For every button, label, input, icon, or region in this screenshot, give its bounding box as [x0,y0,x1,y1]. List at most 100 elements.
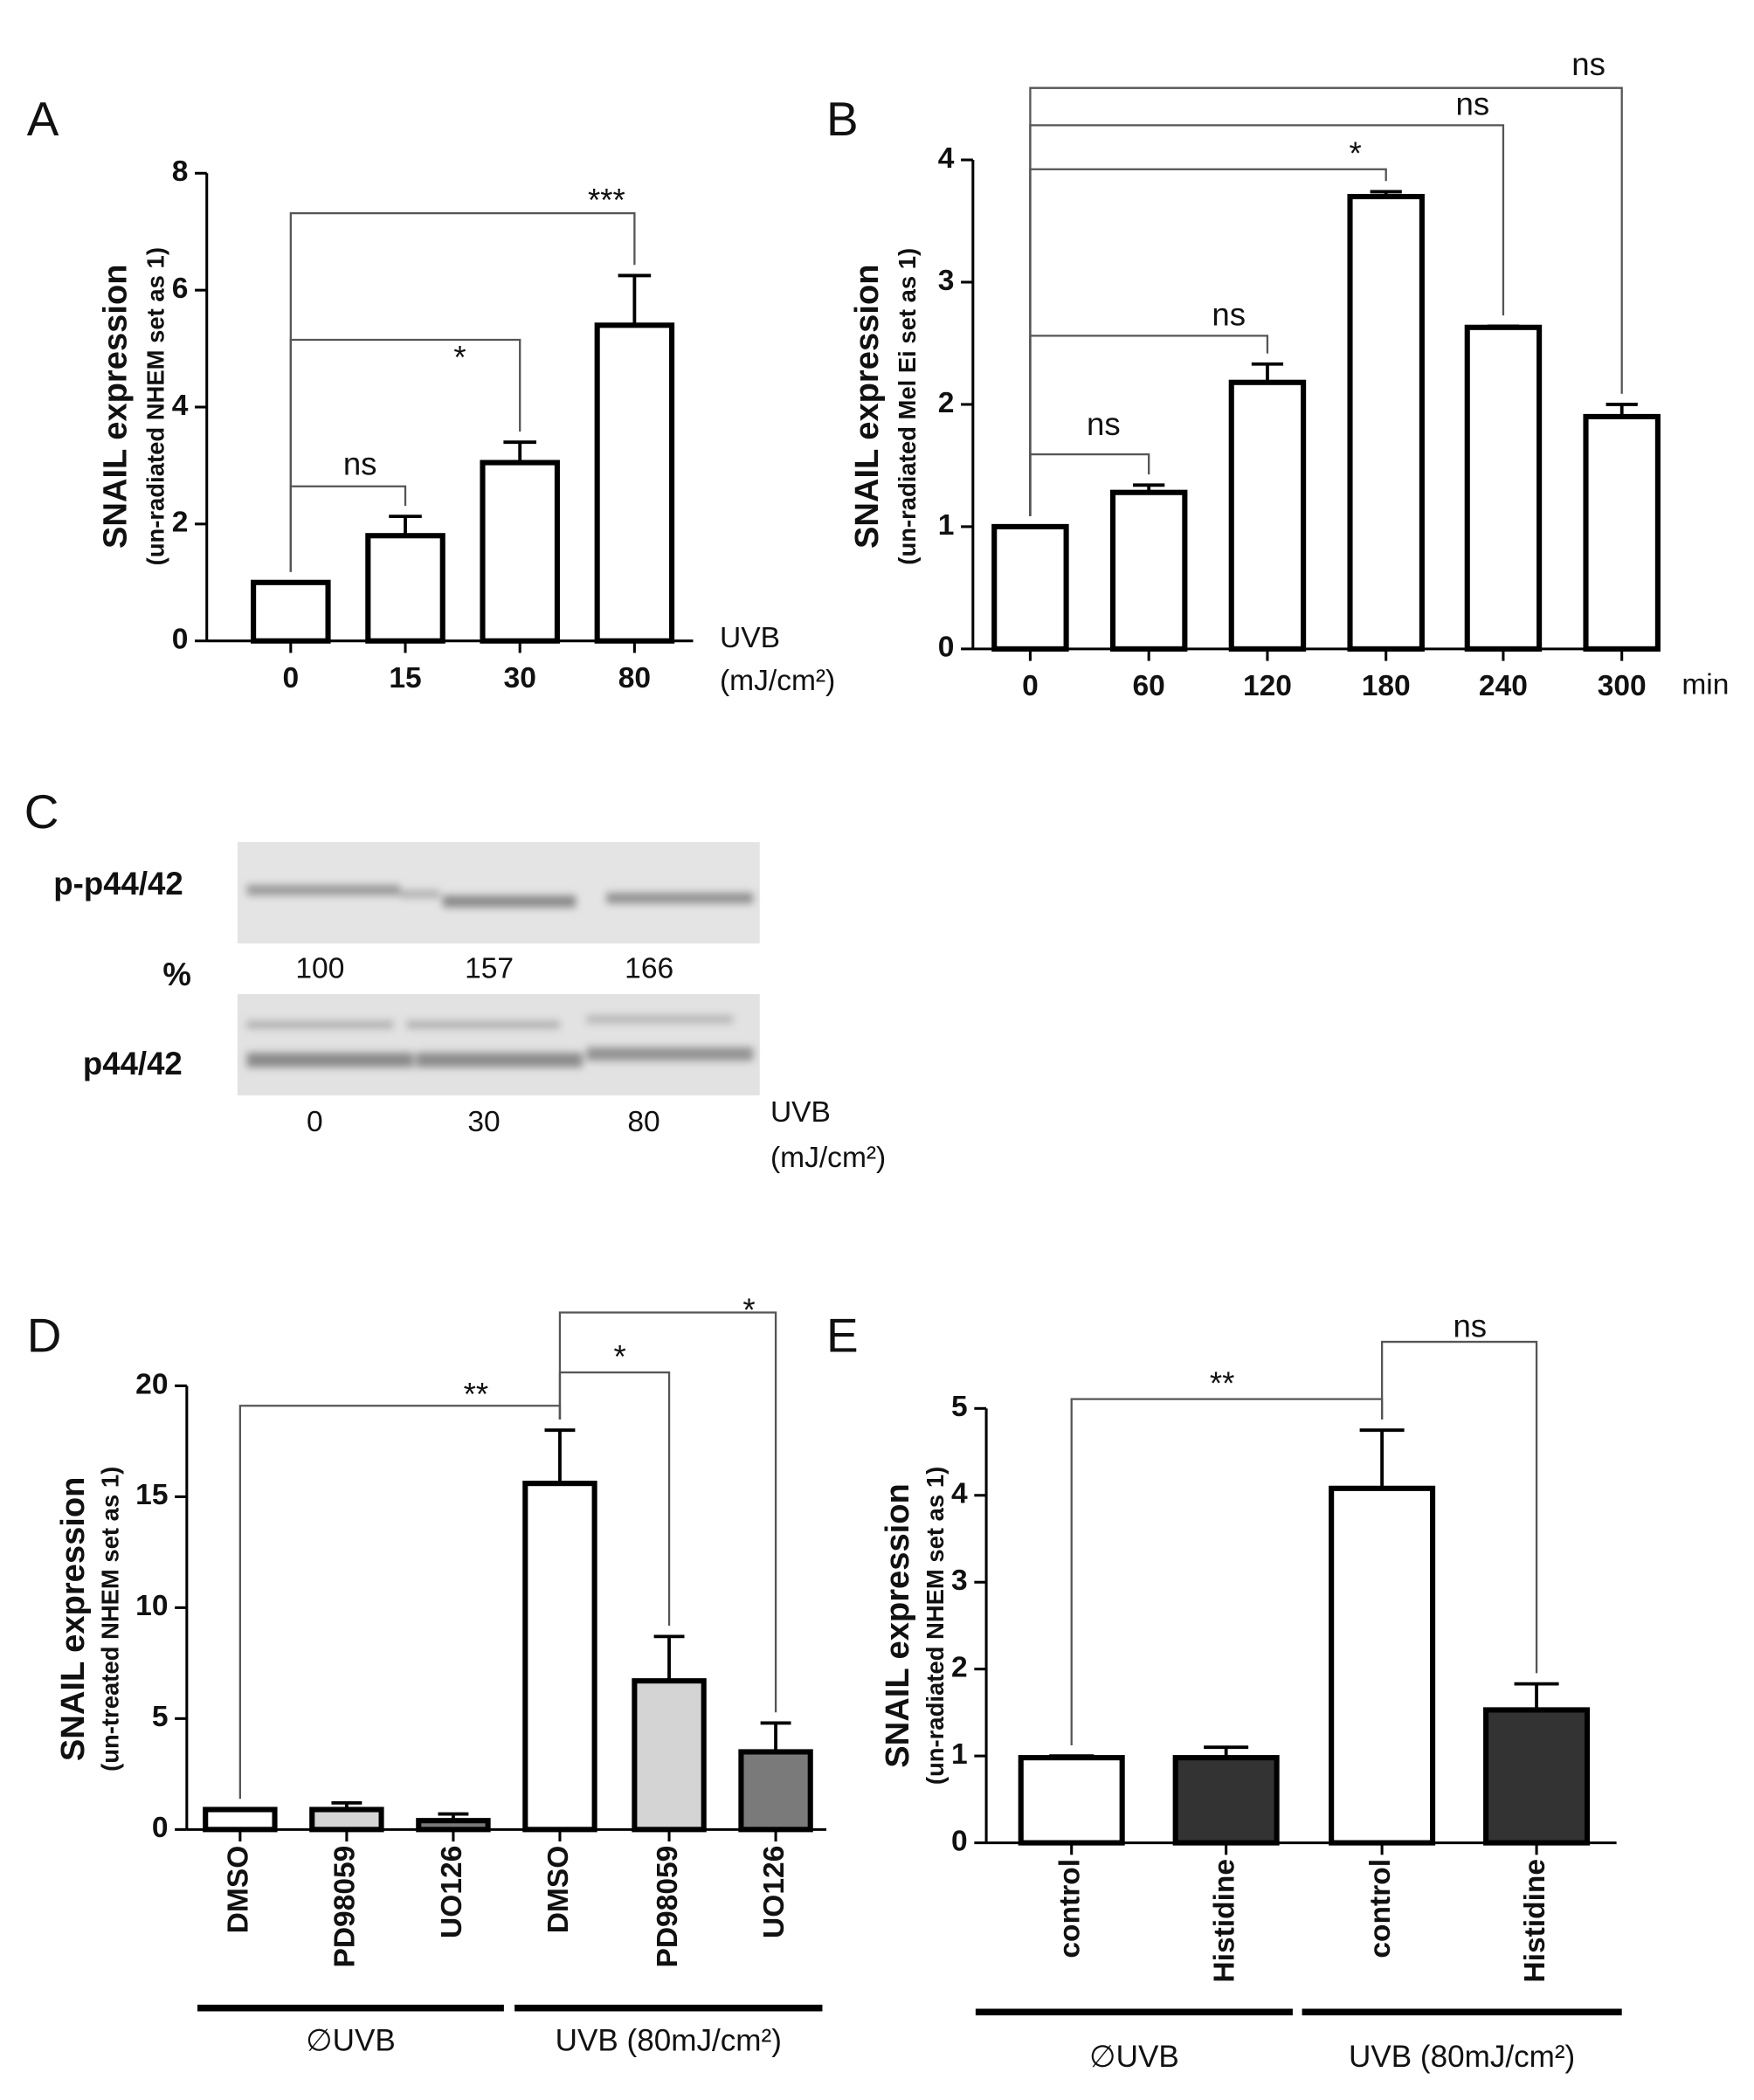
y-axis-title: SNAIL expression [879,1483,916,1768]
y-tick-label: 3 [951,1565,968,1597]
x-tick-label: control [1364,1859,1397,1958]
y-axis-title: SNAIL expression [848,264,886,549]
y-tick-label: 0 [938,632,955,664]
bar [203,1806,278,1833]
x-tick-label: UO126 [436,1846,468,1938]
significance-bracket [1380,1340,1538,1674]
row-label: p-p44/42 [53,866,183,901]
x-tick-label: control [1054,1859,1087,1958]
western-blot: C p-p44/42 p44/42 % UVB (mJ/cm²) [24,784,886,1174]
x-tick-label: UO126 [758,1846,791,1938]
x-tick-label: 120 [1243,670,1292,702]
y-tick-label: 0 [172,624,189,656]
percent-label: % [162,957,191,992]
lane-label: 30 [467,1106,500,1138]
x-tick-label: 180 [1362,670,1411,702]
panel-label: B [826,92,859,146]
y-tick-label: 10 [135,1590,168,1622]
x-tick-label: 300 [1598,670,1647,702]
y-axis-subtitle: (un-radiated NHEM set as 1) [922,1467,949,1785]
y-tick-label: 4 [938,142,955,175]
significance-bracket [558,1311,777,1713]
bar [1228,379,1307,652]
y-tick-label: 0 [152,1812,169,1844]
bar [1464,324,1543,652]
lane-label: 0 [307,1106,323,1138]
x-unit: (mJ/cm²) [770,1142,886,1174]
bar [1583,413,1661,652]
blot-image [237,993,760,1095]
y-tick-label: 2 [938,387,955,419]
x-tick-label: 60 [1133,670,1165,702]
bar [1483,1707,1591,1846]
y-tick-label: 2 [172,507,189,539]
y-tick-label: 5 [951,1391,968,1423]
significance-bracket [1029,168,1387,516]
y-tick-label: 1 [951,1738,968,1771]
significance-label: ns [1212,297,1246,333]
percent-value: 166 [625,952,673,984]
panel-label: A [27,92,59,146]
significance-bracket [289,211,636,572]
y-tick-label: 8 [172,155,189,188]
significance-label: * [1349,135,1361,171]
significance-label: * [742,1292,755,1328]
panel-label: C [24,784,59,839]
y-tick-label: 5 [152,1701,169,1733]
x-tick-label: 0 [1022,670,1039,702]
bar [594,322,675,644]
bar [251,579,331,644]
y-tick-label: 2 [951,1652,968,1684]
x-tick-label: 0 [282,662,299,694]
significance-bracket [1029,86,1623,516]
x-tick-label: 30 [504,662,536,694]
x-tick-label: Histidine [1209,1859,1241,1983]
x-tick-label: PD98059 [652,1846,684,1968]
panel-label: D [27,1309,62,1363]
y-axis-title: SNAIL expression [97,264,135,549]
row-label: p44/42 [83,1046,183,1081]
x-axis-title: UVB [720,622,780,654]
bar [738,1749,813,1833]
x-axis-title: min [1681,668,1729,701]
lane-label: 80 [627,1106,659,1138]
significance-label: ns [343,446,377,482]
y-axis-subtitle: (un-radiated NHEM set as 1) [142,247,169,565]
x-tick-label: DMSO [223,1846,255,1934]
bar [365,533,445,644]
panel-label: E [826,1309,859,1363]
blot-bands [246,884,754,1067]
percent-value: 100 [295,952,344,984]
y-tick-label: 1 [938,509,955,542]
significance-bracket [238,1405,562,1800]
bar [480,459,560,644]
y-tick-label: 15 [135,1479,168,1511]
bar [522,1481,597,1833]
significance-label: ns [1456,86,1490,122]
group-label: UVB (80mJ/cm²) [1349,2040,1575,2074]
significance-label: *** [588,183,625,218]
significance-label: ns [1087,406,1121,442]
percent-value: 157 [465,952,514,984]
x-label: UVB [770,1096,831,1129]
x-axis-unit: (mJ/cm²) [720,665,835,697]
x-tick-label: 80 [618,662,651,694]
bar [1347,193,1425,652]
bar [309,1806,384,1833]
y-axis-title: SNAIL expression [54,1477,92,1762]
y-axis-subtitle: (un-radiated Mel Ei set as 1) [894,248,921,565]
bar [1172,1755,1280,1846]
y-tick-label: 4 [172,390,189,422]
x-tick-label: Histidine [1519,1859,1551,1983]
x-tick-label: 240 [1479,670,1528,702]
group-label: ∅UVB [306,2024,396,2058]
significance-label: ns [1571,46,1606,82]
y-tick-label: 4 [951,1478,968,1510]
x-tick-label: 15 [389,662,421,694]
significance-label: ** [464,1376,488,1412]
bar [991,523,1069,652]
y-tick-label: 6 [172,273,189,305]
bar [632,1678,707,1833]
y-tick-label: 3 [938,265,955,297]
